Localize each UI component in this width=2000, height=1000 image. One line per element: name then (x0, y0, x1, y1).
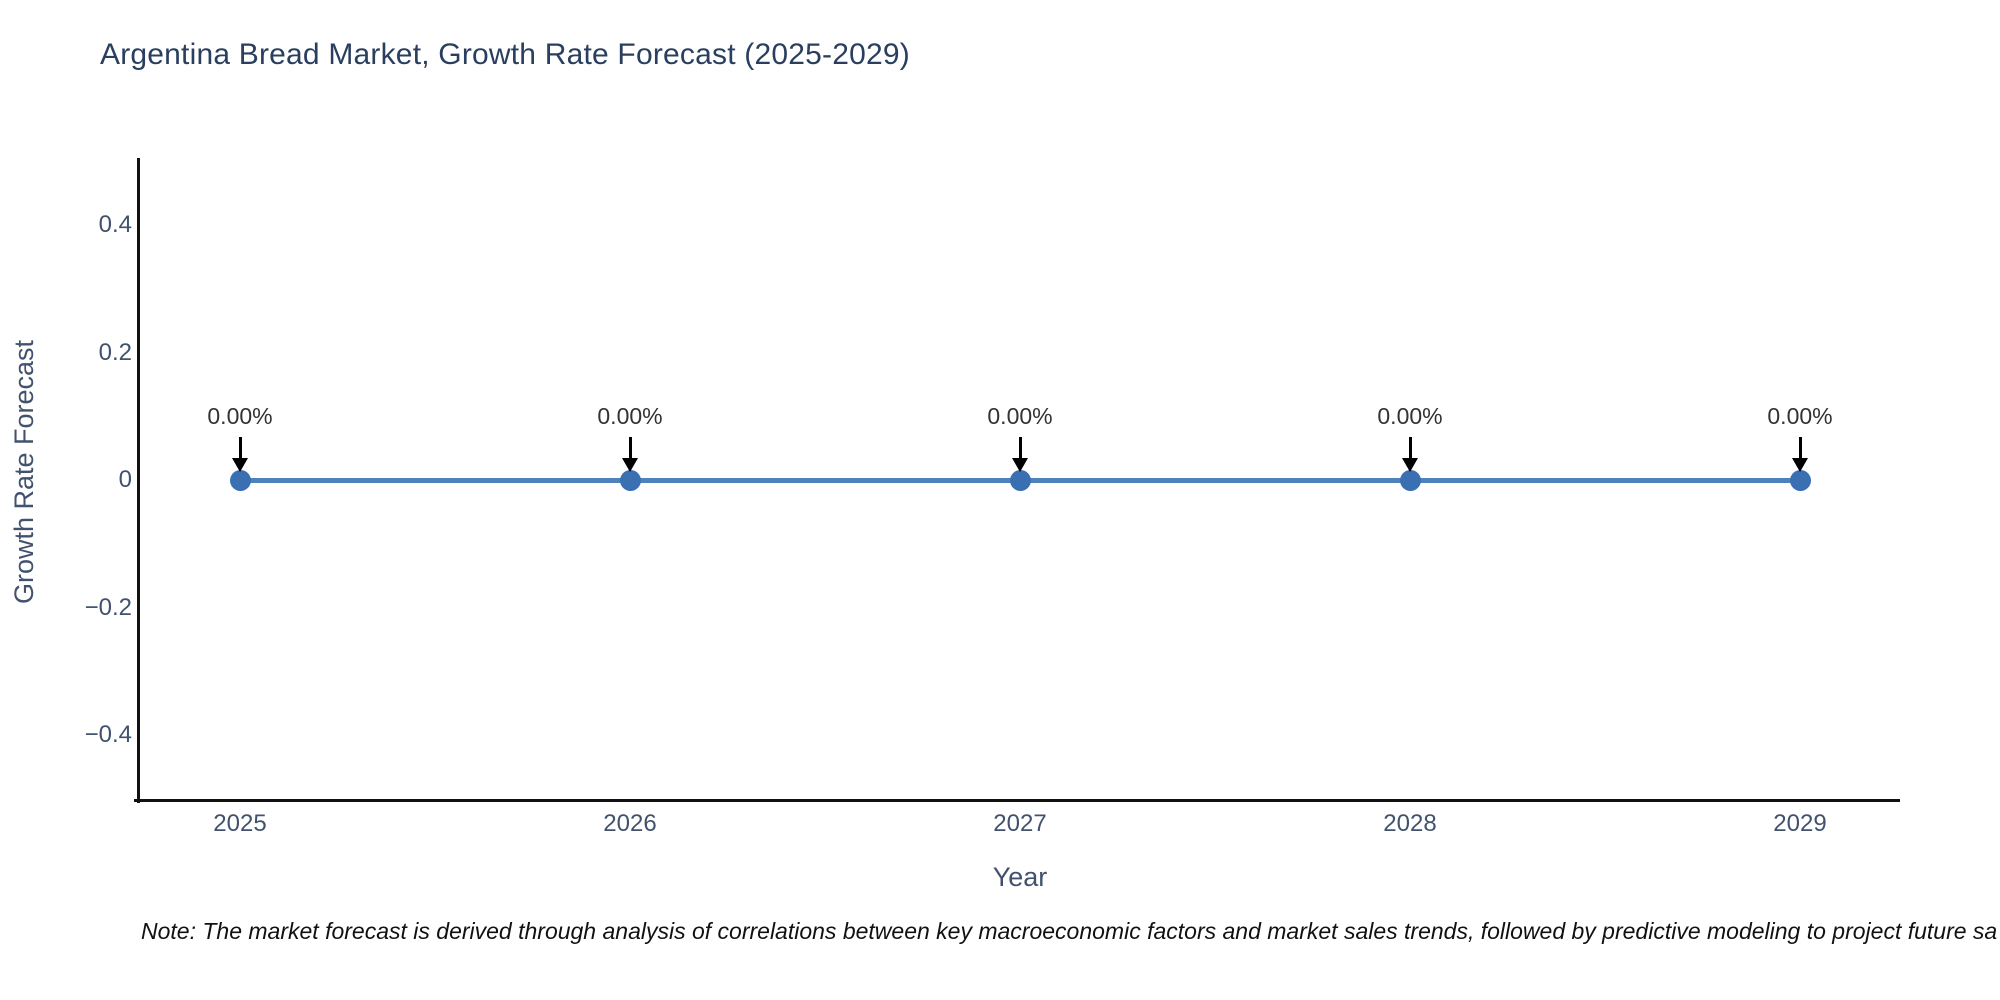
data-point-marker (230, 470, 251, 491)
x-tick-label: 2028 (1383, 810, 1437, 837)
x-tick-label: 2027 (993, 810, 1047, 837)
y-tick-label: 0.4 (98, 211, 132, 238)
annotation-arrow-line (629, 437, 632, 461)
annotation-arrow-line (1409, 437, 1412, 461)
x-axis-line (134, 799, 1900, 802)
data-point-marker (620, 470, 641, 491)
y-tick-label: −0.2 (84, 593, 132, 621)
annotation-arrowhead-icon (1012, 458, 1028, 472)
data-point-marker (1790, 470, 1811, 491)
annotation-arrowhead-icon (1402, 458, 1418, 472)
x-axis-title: Year (992, 862, 1048, 892)
y-tick-label: 0.2 (98, 338, 132, 366)
annotation-arrowhead-icon (1792, 458, 1808, 472)
annotation-arrow-line (1799, 437, 1802, 461)
footnote: Note: The market forecast is derived thr… (141, 918, 1998, 944)
chart-title: Argentina Bread Market, Growth Rate Fore… (100, 38, 910, 71)
annotation-arrow-line (239, 437, 242, 461)
data-point-marker (1400, 470, 1421, 491)
annotation-arrowhead-icon (622, 458, 638, 472)
annotation-arrowhead-icon (232, 458, 248, 472)
annotation-label: 0.00% (597, 403, 663, 429)
data-point-marker (1010, 470, 1031, 491)
annotation-label: 0.00% (987, 403, 1053, 429)
x-tick-label: 2029 (1773, 810, 1827, 837)
x-tick-label: 2025 (213, 810, 267, 837)
annotation-label: 0.00% (1377, 403, 1443, 429)
y-axis-line (137, 158, 140, 803)
y-tick-label: −0.4 (84, 721, 132, 748)
y-tick-label: 0 (118, 466, 132, 493)
annotation-arrow-line (1019, 437, 1022, 461)
annotation-label: 0.00% (207, 403, 273, 429)
annotation-label: 0.00% (1767, 403, 1833, 429)
x-tick-label: 2026 (603, 810, 657, 837)
y-axis-title: Growth Rate Forecast (9, 339, 39, 605)
